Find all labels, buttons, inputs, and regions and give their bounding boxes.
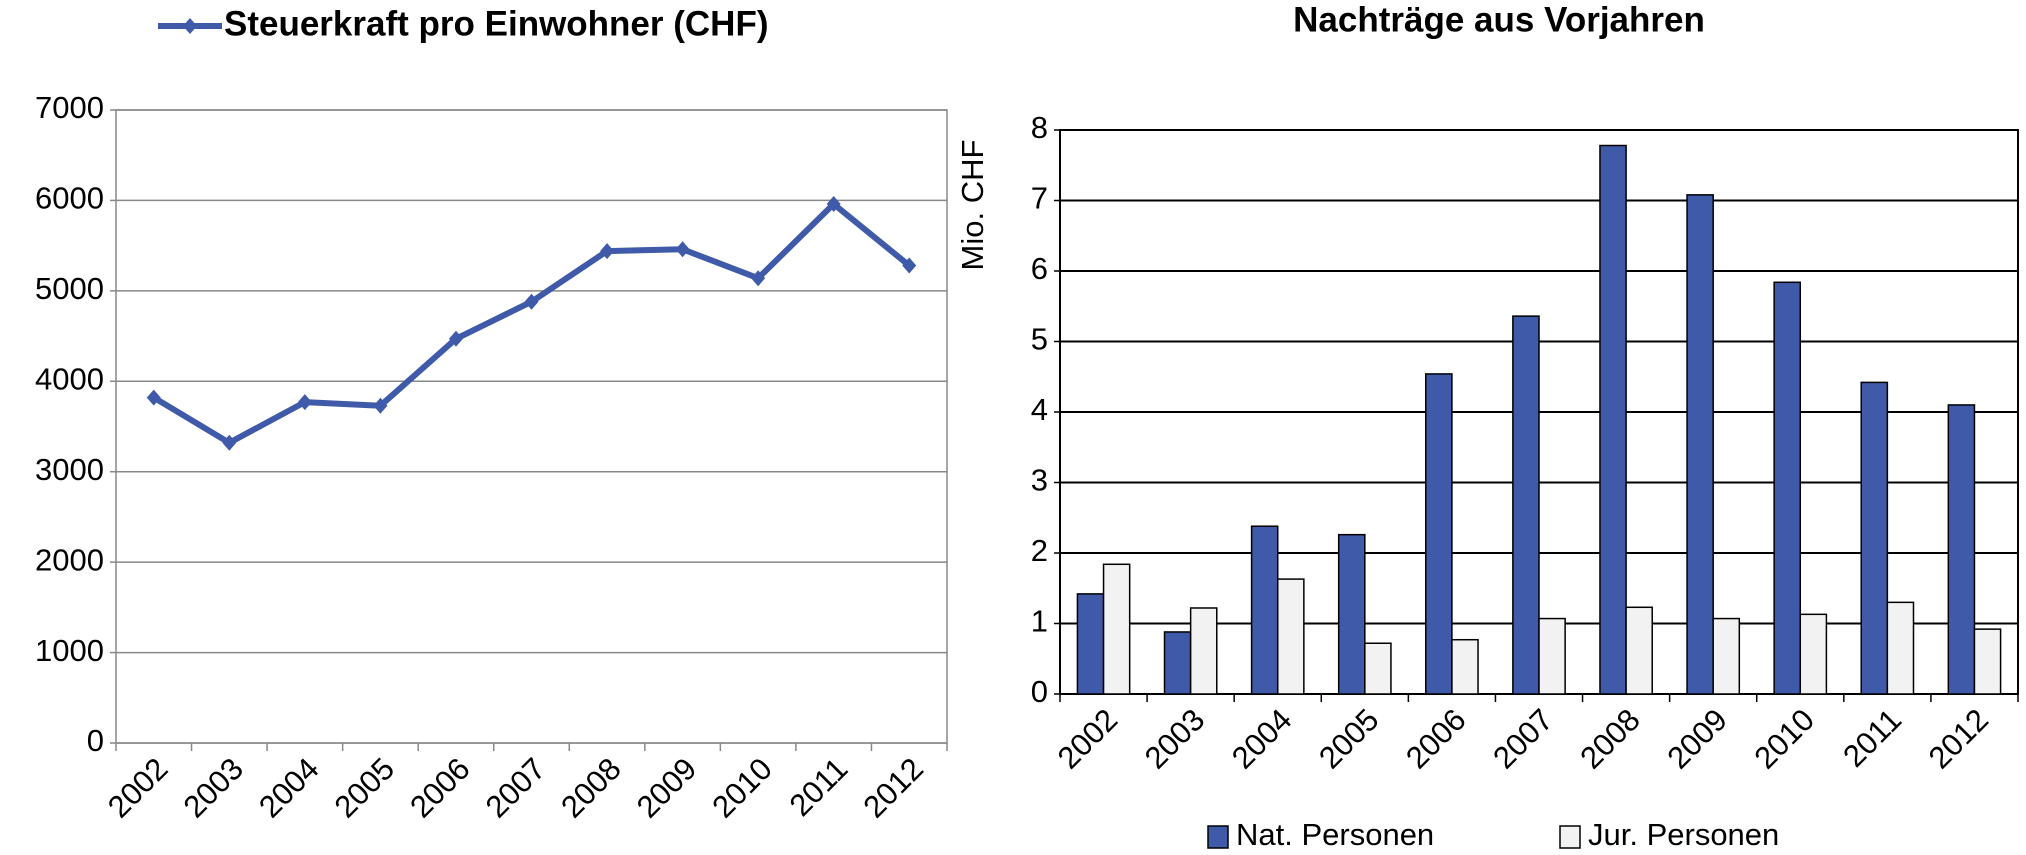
x-tick-label: 2005	[1312, 702, 1386, 776]
y-axis-label: Mio. CHF	[955, 140, 990, 271]
x-tick-label: 2012	[1922, 702, 1996, 776]
bar	[1799, 613, 1828, 695]
bar	[1250, 525, 1279, 695]
y-tick-label: 6	[1031, 251, 1048, 286]
legend-marker	[183, 18, 197, 34]
point	[448, 330, 463, 347]
y-tick-label: 8	[1031, 110, 1048, 145]
y-tick-label: 7	[1031, 181, 1048, 216]
bar	[1189, 607, 1218, 695]
legend-swatch	[1207, 825, 1229, 849]
x-tick-label: 2009	[630, 751, 704, 825]
x-tick-label: 2012	[856, 751, 930, 825]
bar	[1102, 563, 1131, 695]
y-tick-label: 6000	[35, 181, 104, 216]
bar	[1686, 194, 1714, 695]
point	[222, 434, 237, 451]
legend-label: Jur. Personen	[1588, 817, 1779, 852]
point	[902, 257, 917, 274]
x-tick-label: 2009	[1660, 702, 1734, 776]
point	[146, 389, 161, 406]
point	[751, 270, 766, 287]
x-tick-label: 2004	[252, 751, 326, 825]
y-tick-label: 3000	[35, 452, 104, 487]
x-tick-label: 2008	[1573, 702, 1647, 776]
y-tick-label: 2000	[35, 542, 104, 577]
bar	[1625, 606, 1653, 695]
y-tick-label: 5	[1031, 322, 1048, 357]
x-tick-label: 2003	[1138, 702, 1212, 776]
point	[675, 241, 690, 258]
bar	[1712, 617, 1741, 695]
bar	[1163, 631, 1192, 695]
point	[826, 196, 841, 213]
bar	[1276, 578, 1305, 695]
y-tick-label: 3	[1031, 463, 1048, 498]
x-tick-label: 2002	[1051, 702, 1125, 776]
x-tick-label: 2006	[403, 751, 477, 825]
x-tick-label: 2011	[1836, 702, 1908, 774]
y-tick-label: 0	[1031, 674, 1048, 709]
point	[297, 394, 312, 411]
point	[524, 293, 539, 310]
bar	[1337, 533, 1366, 695]
y-tick-label: 5000	[35, 271, 104, 306]
x-tick-label: 2006	[1399, 702, 1473, 776]
point	[600, 243, 615, 260]
bar	[1076, 593, 1105, 695]
y-tick-label: 1	[1031, 604, 1048, 639]
bar	[1886, 601, 1915, 695]
x-tick-label: 2005	[328, 751, 402, 825]
bar	[1973, 628, 2002, 695]
point	[373, 397, 388, 414]
x-tick-label: 2007	[479, 751, 553, 825]
x-tick-label: 2008	[554, 751, 628, 825]
bar	[1947, 404, 1976, 695]
y-tick-label: 0	[87, 723, 104, 758]
x-tick-label: 2011	[783, 751, 855, 823]
x-tick-label: 2010	[1747, 702, 1821, 776]
plot-frame	[115, 109, 948, 744]
bar	[1425, 373, 1453, 695]
bar	[1773, 281, 1802, 695]
bar	[1599, 144, 1627, 695]
bar	[1538, 617, 1566, 695]
bar	[1860, 381, 1889, 695]
x-tick-label: 2003	[177, 751, 251, 825]
y-tick-label: 4	[1031, 392, 1048, 427]
x-tick-label: 2007	[1486, 702, 1560, 776]
y-tick-label: 1000	[35, 633, 104, 668]
legend-label: Steuerkraft pro Einwohner (CHF)	[224, 4, 768, 43]
y-tick-label: 4000	[35, 361, 104, 396]
bar	[1451, 638, 1479, 695]
x-tick-label: 2004	[1225, 702, 1299, 776]
bar	[1364, 642, 1392, 695]
chart-title: Nachträge aus Vorjahren	[1293, 0, 1705, 39]
y-tick-label: 2	[1031, 533, 1048, 568]
line	[152, 201, 912, 446]
y-tick-label: 7000	[35, 90, 104, 125]
x-tick-label: 2010	[705, 751, 779, 825]
x-tick-label: 2002	[101, 751, 175, 825]
bar	[1512, 315, 1540, 695]
legend-swatch	[1559, 825, 1581, 849]
legend-label: Nat. Personen	[1236, 817, 1434, 852]
